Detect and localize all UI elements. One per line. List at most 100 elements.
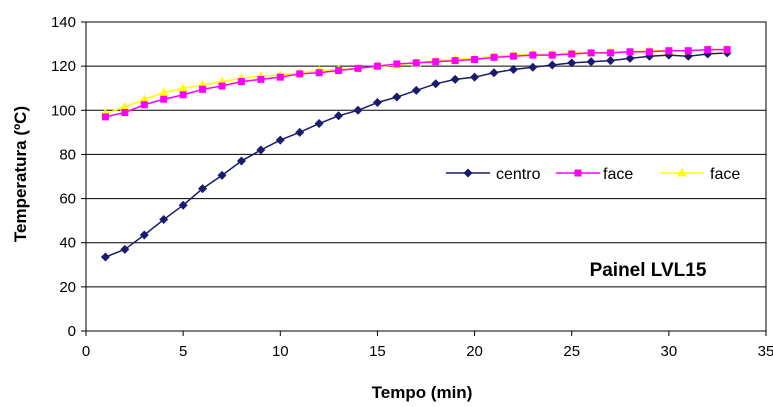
- data-point: [450, 74, 460, 84]
- data-point: [121, 108, 129, 116]
- x-tick-label: 10: [272, 343, 289, 360]
- data-point: [139, 94, 150, 103]
- data-point: [412, 59, 420, 67]
- data-point: [158, 87, 169, 97]
- data-point: [704, 46, 712, 54]
- legend: centro face face: [446, 166, 740, 183]
- data-point: [606, 56, 616, 66]
- data-point: [489, 68, 499, 78]
- data-point: [315, 69, 323, 77]
- data-point: [548, 51, 556, 59]
- x-tick-label: 20: [466, 343, 483, 360]
- data-point: [119, 101, 130, 111]
- data-point: [218, 82, 226, 90]
- data-point: [411, 85, 421, 95]
- data-point: [508, 64, 518, 74]
- data-point: [178, 83, 189, 92]
- data-point: [432, 58, 440, 66]
- y-tick-label: 140: [51, 14, 76, 31]
- data-point: [101, 113, 109, 121]
- legend-swatch-marker: [463, 168, 473, 178]
- data-point: [645, 48, 653, 56]
- data-point: [431, 79, 441, 89]
- series-layer: [100, 44, 733, 262]
- data-point: [236, 156, 246, 166]
- y-axis-ticks: 0 20 40 60 80 100 120 140: [51, 14, 86, 340]
- legend-item: centro: [446, 166, 541, 183]
- data-point: [451, 57, 459, 65]
- data-point: [139, 230, 149, 240]
- data-point: [160, 95, 168, 103]
- x-tick-label: 15: [369, 343, 386, 360]
- data-point: [528, 62, 538, 72]
- series-line: [105, 52, 728, 258]
- series-0: [100, 48, 732, 262]
- plot-frame: [85, 21, 767, 332]
- data-point: [276, 73, 284, 81]
- data-point: [529, 51, 537, 59]
- x-tick-label: 35: [758, 343, 773, 360]
- data-point: [490, 53, 498, 61]
- series-2: [100, 44, 733, 118]
- data-point: [626, 48, 634, 56]
- data-point: [237, 78, 245, 86]
- data-point: [120, 244, 130, 254]
- y-tick-label: 60: [59, 191, 76, 208]
- y-tick-label: 120: [51, 58, 76, 75]
- data-point: [314, 119, 324, 129]
- legend-swatch-marker: [574, 169, 582, 177]
- data-point: [393, 60, 401, 68]
- data-point: [586, 57, 596, 67]
- legend-label: centro: [496, 166, 541, 183]
- data-point: [159, 215, 169, 225]
- x-tick-label: 0: [82, 343, 90, 360]
- y-tick-label: 0: [68, 323, 76, 340]
- legend-item: face: [556, 166, 633, 183]
- data-point: [334, 111, 344, 121]
- x-tick-label: 25: [563, 343, 580, 360]
- data-point: [684, 47, 692, 55]
- data-point: [567, 58, 577, 68]
- data-point: [373, 62, 381, 70]
- legend-label: face: [603, 166, 633, 183]
- x-axis-ticks: 0 5 10 15 20 25 30 35: [82, 331, 773, 360]
- data-point: [295, 127, 305, 137]
- y-tick-label: 20: [59, 279, 76, 296]
- data-point: [665, 47, 673, 55]
- data-point: [470, 72, 480, 82]
- data-point: [179, 91, 187, 99]
- series-1: [101, 46, 731, 121]
- data-point: [178, 200, 188, 210]
- data-point: [257, 75, 265, 83]
- y-axis-title: Temperatura (ºC): [11, 106, 30, 242]
- legend-label: face: [710, 166, 740, 183]
- y-tick-label: 100: [51, 102, 76, 119]
- data-point: [723, 46, 731, 54]
- chart-annotation: Painel LVL15: [590, 260, 707, 281]
- y-tick-label: 40: [59, 235, 76, 252]
- data-point: [198, 184, 208, 194]
- x-tick-label: 30: [661, 343, 678, 360]
- x-axis-title: Tempo (min): [372, 383, 473, 402]
- data-point: [509, 52, 517, 60]
- data-point: [335, 67, 343, 75]
- data-point: [256, 145, 266, 155]
- data-point: [275, 135, 285, 145]
- x-tick-label: 5: [179, 343, 187, 360]
- data-point: [471, 56, 479, 64]
- data-point: [199, 85, 207, 93]
- data-point: [296, 70, 304, 78]
- data-point: [547, 60, 557, 70]
- data-point: [353, 105, 363, 115]
- legend-item: face: [660, 166, 740, 183]
- data-point: [568, 50, 576, 58]
- data-point: [140, 101, 148, 109]
- y-tick-label: 80: [59, 146, 76, 163]
- data-point: [354, 64, 362, 72]
- legend-swatch-marker: [677, 168, 687, 177]
- data-point: [217, 170, 227, 180]
- data-point: [625, 53, 635, 63]
- data-point: [587, 49, 595, 57]
- data-point: [100, 252, 110, 262]
